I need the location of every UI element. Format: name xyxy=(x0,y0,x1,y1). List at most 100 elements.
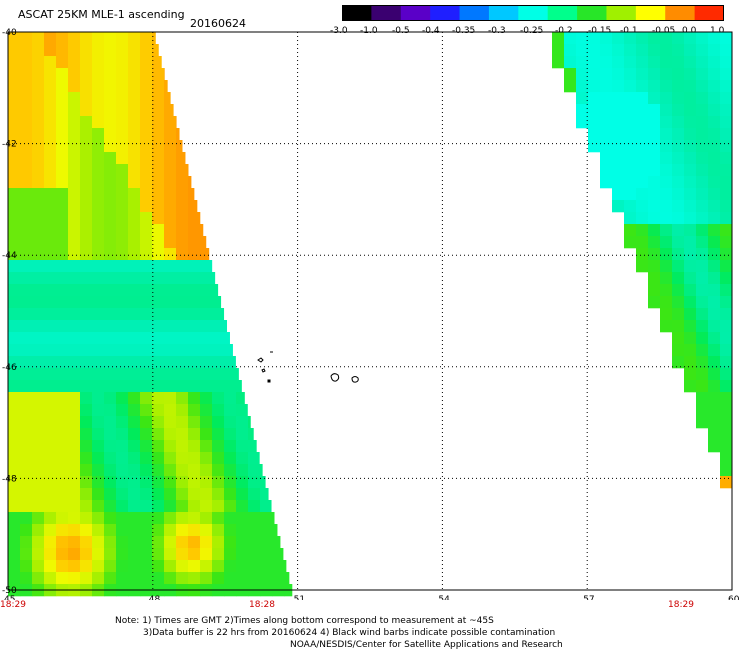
swath-cell xyxy=(176,152,186,165)
swath-cell xyxy=(20,392,33,405)
swath-cell xyxy=(176,164,189,177)
swath-cell xyxy=(44,296,57,309)
swath-cell xyxy=(660,284,673,297)
swath-cell xyxy=(104,356,117,369)
swath-cell xyxy=(648,176,661,189)
swath-cell xyxy=(104,440,117,453)
swath-cell xyxy=(116,428,129,441)
swath-cell xyxy=(68,200,81,213)
swath-cell xyxy=(56,332,69,345)
swath-cell xyxy=(92,152,105,165)
swath-cell xyxy=(612,104,625,117)
swath-cell xyxy=(32,488,45,501)
swath-cell xyxy=(68,68,81,81)
swath-cell xyxy=(212,380,225,393)
swath-cell xyxy=(684,80,697,93)
swath-cell xyxy=(8,356,21,369)
swath-cell xyxy=(672,320,685,333)
swath-cell xyxy=(116,164,129,177)
swath-cell xyxy=(660,212,673,225)
swath-cell xyxy=(660,164,673,177)
swath-cell xyxy=(20,284,33,297)
swath-cell xyxy=(188,416,201,429)
swath-cell xyxy=(660,56,673,69)
swath-cell xyxy=(44,80,57,93)
swath-cell xyxy=(140,224,153,237)
swath-cell xyxy=(140,452,153,465)
swath-cell xyxy=(92,464,105,477)
swath-cell xyxy=(68,440,81,453)
swath-cell xyxy=(720,296,733,309)
swath-cell xyxy=(68,260,81,273)
swath-cell xyxy=(44,368,57,381)
swath-cell xyxy=(588,32,601,45)
swath-cell xyxy=(176,524,189,537)
swath-cell xyxy=(8,488,21,501)
swath-cell xyxy=(104,164,117,177)
east-swath xyxy=(552,32,733,489)
swath-cell xyxy=(224,572,237,585)
swath-cell xyxy=(128,236,141,249)
swath-cell xyxy=(224,368,237,381)
swath-cell xyxy=(140,128,153,141)
swath-cell xyxy=(68,512,81,525)
swath-cell xyxy=(672,332,685,345)
swath-cell xyxy=(260,476,266,489)
swath-cell xyxy=(272,560,285,573)
swath-cell xyxy=(80,32,93,45)
swath-cell xyxy=(212,368,225,381)
swath-cell xyxy=(56,176,69,189)
swath-cell xyxy=(80,92,93,105)
swath-cell xyxy=(140,404,153,417)
swath-cell xyxy=(212,296,222,309)
swath-cell xyxy=(684,380,697,393)
swath-cell xyxy=(164,464,177,477)
swath-cell xyxy=(8,536,21,549)
swath-cell xyxy=(624,116,637,129)
swath-cell xyxy=(720,164,733,177)
swath-cell xyxy=(224,524,237,537)
swath-cell xyxy=(56,188,69,201)
swath-cell xyxy=(224,332,230,345)
swath-cell xyxy=(56,572,69,585)
axis-labels: 45 48 51 54 57 60 -40 -42 -44 -46 -48 -50 xyxy=(2,28,740,600)
swath-cell xyxy=(200,224,204,237)
swath-cell xyxy=(720,176,733,189)
swath-cell xyxy=(176,344,189,357)
swath-cell xyxy=(708,176,721,189)
swath-cell xyxy=(20,536,33,549)
swath-cell xyxy=(176,512,189,525)
swath-cell xyxy=(116,68,129,81)
swath-cell xyxy=(80,440,93,453)
swath-cell xyxy=(164,308,177,321)
swath-cell xyxy=(128,296,141,309)
swath-cell xyxy=(624,44,637,57)
swath-cell xyxy=(8,140,21,153)
swath-cell xyxy=(44,320,57,333)
swath-cell xyxy=(600,56,613,69)
swath-cell xyxy=(116,104,129,117)
swath-cell xyxy=(8,344,21,357)
swath-cell xyxy=(696,404,709,417)
swath-cell xyxy=(80,488,93,501)
swath-cell xyxy=(708,392,721,405)
swath-cell xyxy=(56,404,69,417)
swath-cell xyxy=(612,200,625,213)
swath-cell xyxy=(696,248,709,261)
swath-cell xyxy=(600,176,613,189)
swath-cell xyxy=(708,272,721,285)
swath-cell xyxy=(32,416,45,429)
swath-cell xyxy=(20,512,33,525)
swath-cell xyxy=(684,32,697,45)
swath-cell xyxy=(8,236,21,249)
swath-cell xyxy=(116,344,129,357)
colorbar-swatch xyxy=(342,5,372,21)
swath-cell xyxy=(32,392,45,405)
swath-cell xyxy=(624,212,637,225)
colorbar-tick-label: -0.35 xyxy=(452,26,476,36)
swath-cell xyxy=(176,236,189,249)
swath-cell xyxy=(140,488,153,501)
swath-cell xyxy=(104,80,117,93)
swath-cell xyxy=(236,572,249,585)
swath-cell xyxy=(272,512,275,525)
